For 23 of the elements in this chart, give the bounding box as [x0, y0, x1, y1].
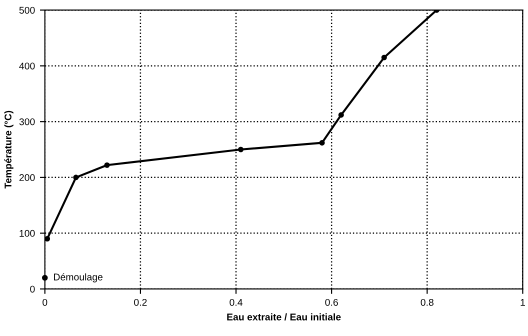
point: [319, 140, 325, 146]
x-tick-label: 0.8: [420, 298, 434, 306]
annotation: Démoulage: [54, 273, 103, 282]
x-tick-label: 1: [520, 299, 525, 306]
point: [73, 174, 79, 180]
y-tick-label: 300: [19, 118, 35, 126]
x-tick-label: 0.4: [230, 298, 242, 306]
point: [44, 236, 50, 242]
x-tick-label: 0: [42, 298, 48, 306]
point: [42, 274, 48, 281]
y-tick-label: 500: [19, 6, 35, 14]
y-tick-label: 400: [19, 62, 35, 70]
y-tick-label: 0: [30, 286, 35, 293]
y-axis-title: Température (°C): [4, 110, 14, 189]
x-axis-title: Eau extraite / Eau initiale: [227, 313, 341, 321]
point: [381, 54, 387, 60]
point: [104, 162, 110, 168]
x-tick-label: 0.2: [134, 298, 147, 306]
point: [338, 112, 344, 118]
point: [238, 146, 244, 152]
x-tick-label: 0.6: [325, 298, 338, 306]
y-tick-label: 100: [20, 230, 35, 237]
y-tick-label: 200: [19, 174, 35, 182]
